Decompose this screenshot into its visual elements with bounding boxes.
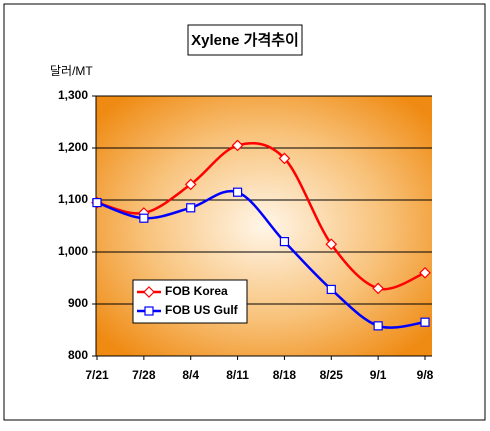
- y-tick-label: 900: [68, 296, 88, 310]
- x-tick-label: 8/11: [226, 368, 249, 382]
- x-tick-label: 8/4: [182, 368, 199, 382]
- marker: [231, 139, 244, 152]
- legend-label: FOB Korea: [165, 284, 228, 298]
- x-tick-label: 8/25: [320, 368, 344, 382]
- marker: [232, 187, 243, 197]
- marker: [139, 213, 149, 223]
- marker: [92, 198, 102, 208]
- legend-box: [132, 279, 248, 324]
- marker: [420, 317, 430, 327]
- marker: [184, 178, 197, 191]
- marker: [186, 203, 196, 213]
- marker: [419, 266, 431, 279]
- x-tick-label: 7/28: [132, 368, 156, 382]
- marker: [373, 321, 383, 331]
- x-tick-label: 9/8: [417, 368, 434, 382]
- y-tick-label: 1,200: [58, 140, 88, 154]
- marker: [326, 284, 336, 295]
- title-box: [187, 24, 303, 56]
- y-tick-label: 1,300: [58, 88, 88, 102]
- y-tick-label: 1,100: [58, 192, 88, 206]
- legend-marker: [144, 306, 154, 316]
- y-tick-label: 800: [68, 348, 88, 362]
- legend: FOB Korea FOB US Gulf: [132, 279, 248, 324]
- marker: [372, 282, 384, 295]
- series-line: [96, 142, 426, 291]
- legend-label: FOB US Gulf: [165, 303, 239, 317]
- x-tick-label: 7/21: [85, 368, 109, 382]
- y-tick-label: 1,000: [58, 244, 88, 258]
- x-tick-label: 9/1: [370, 368, 387, 382]
- marker: [279, 237, 290, 247]
- marker: [278, 152, 291, 165]
- chart-title: Xylene 가격추이: [191, 31, 299, 49]
- legend-marker: [143, 286, 155, 298]
- series-line: [96, 189, 426, 329]
- marker: [325, 238, 338, 251]
- y-axis-label: 달러/MT: [50, 64, 93, 78]
- x-tick-label: 8/18: [273, 368, 297, 382]
